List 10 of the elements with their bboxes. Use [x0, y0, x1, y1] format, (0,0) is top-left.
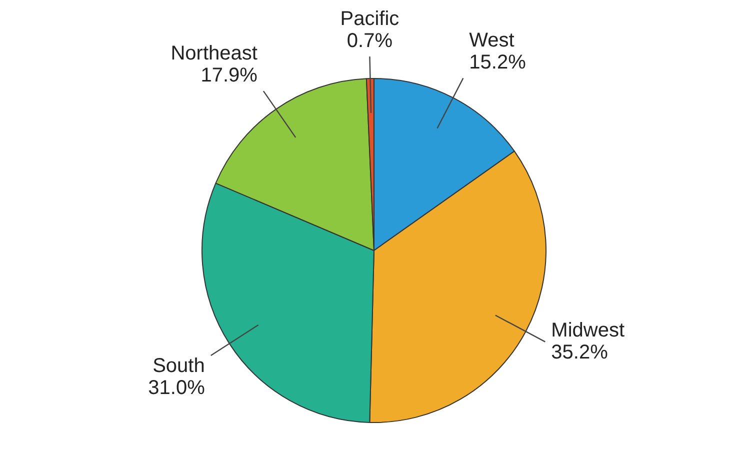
slice-label: Midwest [551, 319, 625, 342]
data-label: 31.0% [148, 376, 206, 399]
data-label: 35.2% [551, 341, 608, 364]
slice-label: West [469, 30, 515, 52]
slice-label: Northeast [170, 42, 258, 65]
data-label: 0.7% [346, 30, 393, 52]
slice-label: South [152, 354, 205, 377]
data-label: 15.2% [469, 52, 526, 74]
slice-label: Pacific [340, 8, 400, 30]
data-label: 17.9% [200, 64, 258, 87]
